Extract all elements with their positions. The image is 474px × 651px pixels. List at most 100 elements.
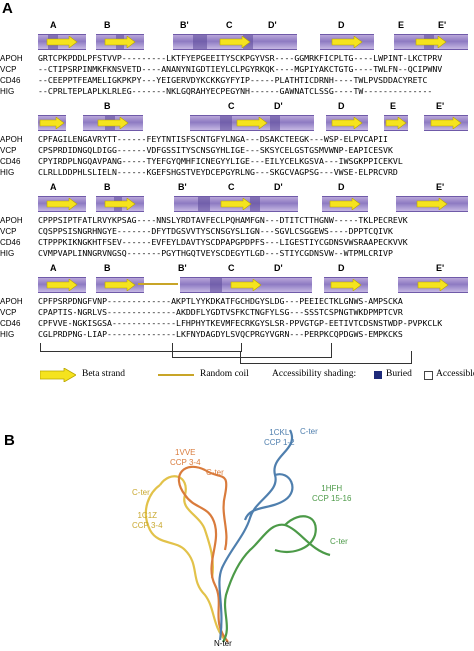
beta-strand-arrow bbox=[329, 198, 361, 210]
beta-strand-arrow bbox=[97, 117, 129, 129]
disulfide-bracket bbox=[172, 343, 332, 358]
superimposed-structures bbox=[144, 429, 331, 643]
nter-label: N-ter bbox=[214, 639, 232, 648]
accessible-label: Accessible bbox=[436, 369, 474, 379]
beta-strand-arrow bbox=[46, 36, 78, 48]
beta-strand-arrow bbox=[104, 36, 136, 48]
buried-label: Buried bbox=[386, 369, 412, 379]
alignment-block-4: A B B' C D' D E' APOH CPFPSRPDNGFVNP-----… bbox=[0, 263, 474, 347]
random-coil-label: Random coil bbox=[200, 369, 249, 379]
panel-a-label: A bbox=[2, 0, 13, 17]
beta-strand-arrow bbox=[430, 117, 462, 129]
beta-strand-arrow bbox=[416, 198, 448, 210]
strand-label: B' bbox=[178, 182, 187, 192]
strand-label: A bbox=[50, 20, 57, 30]
sequence-row: CD46 --CEEPPTFEAMELIGKPKPY---YEIGERVDYKCK… bbox=[0, 75, 428, 85]
strand-label: D' bbox=[268, 20, 277, 30]
cter-label-1ckl: C-ter bbox=[300, 427, 318, 436]
sequence-row: HIG CGLPRDPNG-LIAP--------------LKFNYDAGD… bbox=[0, 329, 403, 339]
strand-label: B bbox=[104, 263, 111, 273]
alignment-block-2: B C D' D E E' APOH CPFAGILENGAVRYTT------… bbox=[0, 101, 474, 185]
secondary-structure-bar: A B B' C D' D E E' bbox=[38, 20, 468, 52]
strand-label: D' bbox=[274, 263, 283, 273]
structure-trace-1vve bbox=[177, 465, 229, 643]
sequence-row: VCP CPSPRDIDNGQLDIGG------VDFGSSITYSCNSGY… bbox=[0, 145, 393, 155]
strand-label: D' bbox=[274, 182, 283, 192]
structure-trace-1ckl bbox=[218, 429, 294, 641]
strand-label: A bbox=[50, 182, 57, 192]
strand-label: C bbox=[228, 101, 235, 111]
beta-strand-arrow bbox=[331, 36, 363, 48]
beta-strand-arrow bbox=[46, 279, 78, 291]
beta-strand-label: Beta strand bbox=[82, 369, 126, 379]
strand-label: D bbox=[338, 182, 345, 192]
sequence-row: VCP CQSPPSISNGRHNGYE-------DFYTDGSVVTYSCN… bbox=[0, 226, 393, 236]
sequence-row: APOH GRTCPKPDDLPFSTVVP---------LKTFYEPGEE… bbox=[0, 53, 443, 63]
sequence-row: CD46 CPYIRDPLNGQAVPANG-----TYEFGYQMHFICNE… bbox=[0, 156, 403, 166]
beta-strand-arrow bbox=[230, 279, 262, 291]
secondary-structure-bar: B C D' D E E' bbox=[38, 101, 468, 133]
beta-strand-arrow bbox=[104, 279, 136, 291]
accessibility-shading-title: Accessibility shading: bbox=[272, 369, 357, 379]
structure-label-1vve: 1VVE CCP 3-4 bbox=[170, 448, 201, 467]
beta-strand-arrow bbox=[415, 36, 447, 48]
structure-label-1c1z: 1C1Z CCP 3-4 bbox=[132, 511, 163, 530]
strand-label: E' bbox=[438, 20, 447, 30]
sequence-row: HIG CVMPVAPLINNGRVNGSQ-------PGYTHGQTVEYS… bbox=[0, 248, 393, 258]
beta-strand-arrow bbox=[39, 117, 65, 129]
alignment-block-1: A B B' C D' D E E' APOH GRTCPKPDDLPFSTVVP… bbox=[0, 20, 474, 104]
beta-strand-arrow bbox=[330, 279, 362, 291]
cter-label-1hfh: C-ter bbox=[330, 537, 348, 546]
strand-label: C bbox=[228, 263, 235, 273]
beta-strand-arrow bbox=[236, 117, 268, 129]
beta-strand-arrow bbox=[417, 279, 449, 291]
strand-label: B bbox=[104, 20, 111, 30]
strand-label: E bbox=[398, 20, 405, 30]
disulfide-bracket bbox=[40, 343, 242, 352]
strand-label: A bbox=[50, 263, 57, 273]
strand-label: B bbox=[104, 101, 111, 111]
legend: Beta strand Random coil Accessibility sh… bbox=[40, 366, 474, 384]
random-coil-legend-icon bbox=[158, 374, 194, 376]
structure-trace-1hfh bbox=[222, 515, 331, 643]
alignment-block-3: A B B' C D' D E' APOH CPPPSIPTFATLRVYKPSA… bbox=[0, 182, 474, 266]
sequence-row: HIG --CPRLTEPLAPLKLRLEG-------NKLGQRAHYEC… bbox=[0, 86, 433, 96]
beta-strand-arrow bbox=[385, 117, 407, 129]
beta-strand-arrow bbox=[219, 36, 251, 48]
sequence-row: CD46 CTPPPKIKNGKHTFSEV------EVFEYLDAVTYSC… bbox=[0, 237, 408, 247]
sequence-row: VCP CPAPTIS-NGRLVS--------------AKDDFLYGD… bbox=[0, 307, 403, 317]
sequence-row: CD46 CPFVVE-NGKISGSA-------------LFHPHYTK… bbox=[0, 318, 443, 328]
disulfide-bracket bbox=[240, 351, 412, 364]
buried-swatch bbox=[374, 371, 382, 379]
sequence-row: VCP --CTIPSRPINMKFKNSVETD----ANANYNIGDTIE… bbox=[0, 64, 443, 74]
beta-strand-arrow bbox=[46, 198, 78, 210]
strand-label: B' bbox=[180, 20, 189, 30]
accessible-swatch bbox=[424, 371, 433, 380]
beta-strand-arrow bbox=[331, 117, 363, 129]
beta-strand-legend-icon bbox=[40, 368, 76, 382]
strand-label: D bbox=[338, 101, 345, 111]
strand-label: E bbox=[390, 101, 397, 111]
cter-label-1vve: C-ter bbox=[206, 468, 224, 477]
secondary-structure-bar: A B B' C D' D E' bbox=[38, 263, 468, 295]
strand-label: B' bbox=[178, 263, 187, 273]
strand-label: D' bbox=[274, 101, 283, 111]
panel-b-label: B bbox=[4, 432, 15, 449]
sequence-row: HIG CLRLLDDPHLSLIELN------KGEFSHGSTVEYDCE… bbox=[0, 167, 398, 177]
sequence-row: APOH CPFAGILENGAVRYTT------FEYTNTISFSCNTG… bbox=[0, 134, 388, 144]
strand-label: D bbox=[338, 263, 345, 273]
beta-strand-arrow bbox=[104, 198, 136, 210]
sequence-row: APOH CPFPSRPDNGFVNP-------------AKPTLYYKD… bbox=[0, 296, 403, 306]
strand-label: E' bbox=[436, 263, 445, 273]
cter-label-1c1z: C-ter bbox=[132, 488, 150, 497]
secondary-structure-bar: A B B' C D' D E' bbox=[38, 182, 468, 214]
strand-label: D bbox=[338, 20, 345, 30]
strand-label: E' bbox=[436, 182, 445, 192]
beta-strand-arrow bbox=[220, 198, 252, 210]
strand-label: C bbox=[226, 20, 233, 30]
structure-label-1ckl: 1CKL CCP 1-2 bbox=[264, 428, 295, 447]
strand-label: B bbox=[104, 182, 111, 192]
strand-label: E' bbox=[436, 101, 445, 111]
structure-label-1hfh: 1HFH CCP 15-16 bbox=[312, 484, 352, 503]
sequence-row: APOH CPPPSIPTFATLRVYKPSAG----NNSLYRDTAVFE… bbox=[0, 215, 408, 225]
